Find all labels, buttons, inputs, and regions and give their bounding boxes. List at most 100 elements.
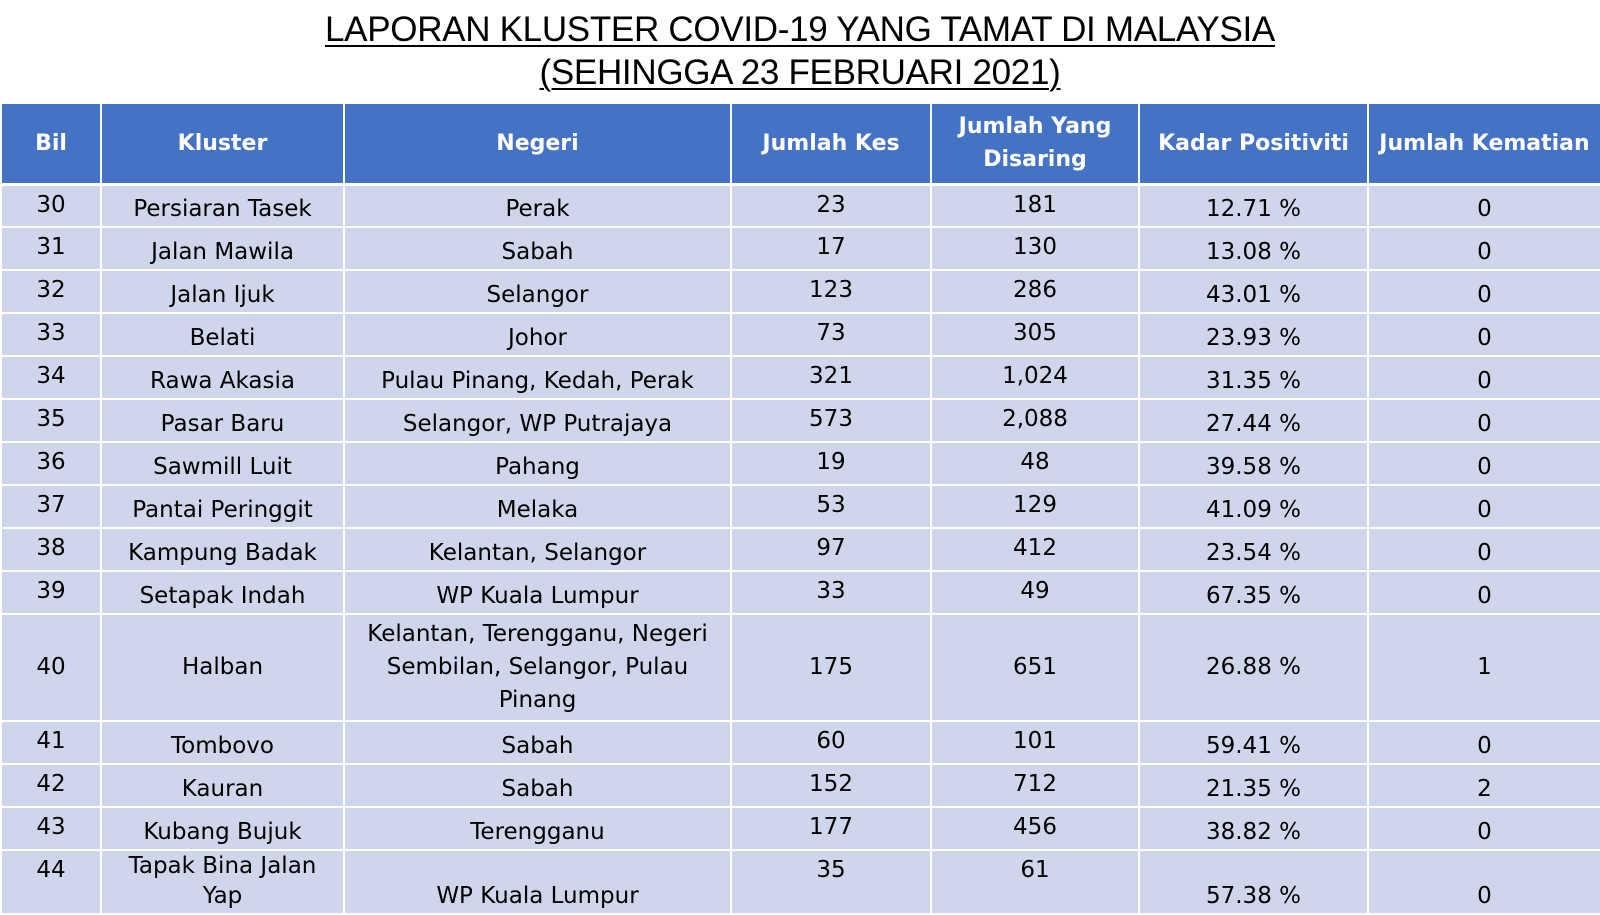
cell-jumlah-disaring: 129: [930, 484, 1140, 529]
cell-kluster: Pantai Peringgit: [100, 484, 345, 529]
table-row: 39 Setapak Indah WP Kuala Lumpur 33 49 67.35 …: [0, 570, 1600, 615]
cell-jumlah-disaring: 412: [930, 527, 1140, 572]
cell-kadar-positiviti: 21.35 %: [1138, 763, 1369, 808]
cell-kluster: Rawa Akasia: [100, 355, 345, 400]
table-row: 31 Jalan Mawila Sabah 17 130 13.08 % 0: [0, 226, 1600, 271]
cell-bil: 31: [0, 226, 102, 271]
table-row: 37 Pantai Peringgit Melaka 53 129 41.09 % 0: [0, 484, 1600, 529]
cell-jumlah-kes: 321: [730, 355, 932, 400]
header-jumlah-kematian: Jumlah Kematian: [1367, 102, 1600, 186]
cell-jumlah-kematian: 0: [1367, 849, 1600, 915]
cell-negeri: WP Kuala Lumpur: [343, 849, 732, 915]
cell-negeri: Pahang: [343, 441, 732, 486]
cell-negeri: Terengganu: [343, 806, 732, 851]
cell-negeri: Selangor: [343, 269, 732, 314]
title-line-1: LAPORAN KLUSTER COVID-19 YANG TAMAT DI M…: [325, 10, 1275, 49]
cell-jumlah-disaring: 49: [930, 570, 1140, 615]
cell-kluster: Halban: [100, 613, 345, 722]
cell-kadar-positiviti: 31.35 %: [1138, 355, 1369, 400]
cell-jumlah-kematian: 0: [1367, 355, 1600, 400]
report-title: LAPORAN KLUSTER COVID-19 YANG TAMAT DI M…: [0, 0, 1600, 102]
header-bil: Bil: [0, 102, 102, 186]
table-row: 33 Belati Johor 73 305 23.93 % 0: [0, 312, 1600, 357]
table-row: 32 Jalan Ijuk Selangor 123 286 43.01 % 0: [0, 269, 1600, 314]
cell-jumlah-kes: 175: [730, 613, 932, 722]
cell-jumlah-kematian: 0: [1367, 269, 1600, 314]
cell-kadar-positiviti: 41.09 %: [1138, 484, 1369, 529]
cell-kadar-positiviti: 59.41 %: [1138, 720, 1369, 765]
cell-negeri: Melaka: [343, 484, 732, 529]
cell-kadar-positiviti: 43.01 %: [1138, 269, 1369, 314]
cell-jumlah-disaring: 48: [930, 441, 1140, 486]
cell-kadar-positiviti: 27.44 %: [1138, 398, 1369, 443]
title-line-2: (SEHINGGA 23 FEBRUARI 2021): [539, 53, 1061, 92]
cell-kluster: Kubang Bujuk: [100, 806, 345, 851]
cell-kluster: Jalan Mawila: [100, 226, 345, 271]
cell-kluster: Tombovo: [100, 720, 345, 765]
cell-kluster: Tapak Bina Jalan Yap: [100, 849, 345, 915]
header-row: Bil Kluster Negeri Jumlah Kes Jumlah Yang Di…: [0, 102, 1600, 186]
table-body: 30 Persiaran Tasek Perak 23 181 12.71 % 0 31 Jal…: [0, 183, 1600, 915]
cell-kluster: Kampung Badak: [100, 527, 345, 572]
cell-jumlah-kematian: 1: [1367, 613, 1600, 722]
cell-kluster: Pasar Baru: [100, 398, 345, 443]
cell-jumlah-kes: 19: [730, 441, 932, 486]
cell-bil: 35: [0, 398, 102, 443]
cell-bil: 34: [0, 355, 102, 400]
table-row: 38 Kampung Badak Kelantan, Selangor 97 412 23…: [0, 527, 1600, 572]
cell-bil: 40: [0, 613, 102, 722]
cell-negeri: Kelantan, Selangor: [343, 527, 732, 572]
cell-jumlah-kes: 23: [730, 183, 932, 228]
cell-jumlah-disaring: 2,088: [930, 398, 1140, 443]
cell-jumlah-kematian: 0: [1367, 183, 1600, 228]
cell-jumlah-kes: 123: [730, 269, 932, 314]
cell-kluster: Kauran: [100, 763, 345, 808]
cell-jumlah-kematian: 0: [1367, 720, 1600, 765]
cell-kadar-positiviti: 26.88 %: [1138, 613, 1369, 722]
cell-jumlah-disaring: 305: [930, 312, 1140, 357]
table-header: Bil Kluster Negeri Jumlah Kes Jumlah Yang Di…: [0, 102, 1600, 186]
cell-negeri: Kelantan, Terengganu, Negeri Sembilan, S…: [343, 613, 732, 722]
cell-jumlah-kes: 33: [730, 570, 932, 615]
cell-jumlah-kematian: 0: [1367, 484, 1600, 529]
cell-kluster: Setapak Indah: [100, 570, 345, 615]
table-row: 44 Tapak Bina Jalan Yap WP Kuala Lumpur 35 6…: [0, 849, 1600, 915]
cell-kadar-positiviti: 12.71 %: [1138, 183, 1369, 228]
cell-kadar-positiviti: 23.93 %: [1138, 312, 1369, 357]
cell-jumlah-disaring: 101: [930, 720, 1140, 765]
cell-bil: 33: [0, 312, 102, 357]
cell-kluster: Belati: [100, 312, 345, 357]
cell-bil: 39: [0, 570, 102, 615]
cell-bil: 42: [0, 763, 102, 808]
cell-jumlah-kes: 53: [730, 484, 932, 529]
header-kadar-positiviti: Kadar Positiviti: [1138, 102, 1369, 186]
cell-jumlah-disaring: 61: [930, 849, 1140, 915]
table-row: 34 Rawa Akasia Pulau Pinang, Kedah, Perak 3…: [0, 355, 1600, 400]
cell-kluster: Persiaran Tasek: [100, 183, 345, 228]
cell-bil: 43: [0, 806, 102, 851]
cell-bil: 37: [0, 484, 102, 529]
cell-negeri: Selangor, WP Putrajaya: [343, 398, 732, 443]
cell-negeri: Sabah: [343, 763, 732, 808]
cell-jumlah-kematian: 0: [1367, 441, 1600, 486]
table-row: 35 Pasar Baru Selangor, WP Putrajaya 573 2,0…: [0, 398, 1600, 443]
cell-bil: 38: [0, 527, 102, 572]
cell-jumlah-kes: 97: [730, 527, 932, 572]
cell-kadar-positiviti: 67.35 %: [1138, 570, 1369, 615]
cell-jumlah-kes: 177: [730, 806, 932, 851]
cell-negeri: Sabah: [343, 226, 732, 271]
cell-kadar-positiviti: 38.82 %: [1138, 806, 1369, 851]
cell-jumlah-disaring: 712: [930, 763, 1140, 808]
cell-jumlah-disaring: 130: [930, 226, 1140, 271]
header-negeri: Negeri: [343, 102, 732, 186]
cell-jumlah-disaring: 456: [930, 806, 1140, 851]
header-kluster: Kluster: [100, 102, 345, 186]
cell-jumlah-kematian: 0: [1367, 806, 1600, 851]
cell-negeri: Johor: [343, 312, 732, 357]
cell-kadar-positiviti: 13.08 %: [1138, 226, 1369, 271]
cell-jumlah-disaring: 1,024: [930, 355, 1140, 400]
cell-jumlah-kes: 152: [730, 763, 932, 808]
cell-jumlah-kematian: 0: [1367, 398, 1600, 443]
cell-jumlah-kes: 17: [730, 226, 932, 271]
cell-jumlah-kes: 35: [730, 849, 932, 915]
